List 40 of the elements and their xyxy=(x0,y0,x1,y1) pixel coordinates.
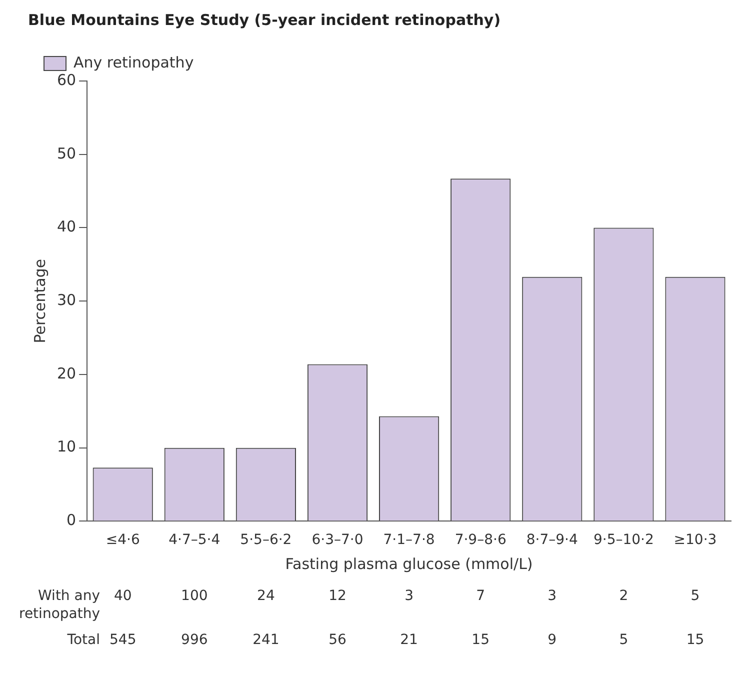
text: 241 xyxy=(252,632,280,648)
y-tick-label: 0 xyxy=(66,511,76,530)
y-tick-label: 30 xyxy=(56,290,76,309)
x-tick-label: ≤4·6 xyxy=(106,532,140,548)
text: 5 xyxy=(690,588,700,604)
y-tick-label: 40 xyxy=(56,218,76,236)
text: 2 xyxy=(619,588,628,604)
text: With any retinopathy xyxy=(19,588,100,622)
x-tick-label: 7·1–7·8 xyxy=(383,532,435,548)
x-axis-title: Fasting plasma glucose (mmol/L) xyxy=(285,554,533,573)
y-tick-label: 20 xyxy=(56,364,76,382)
text: 9 xyxy=(548,632,557,648)
text: 5 xyxy=(619,632,628,648)
x-tick-label: 5·5–6·2 xyxy=(240,532,292,548)
x-tick-label: ≥10·3 xyxy=(674,532,717,548)
chart-title: Blue Mountains Eye Study (5-year incident retinopathy) xyxy=(28,10,501,29)
y-tick-label: 10 xyxy=(56,438,76,456)
text: 15 xyxy=(686,632,704,648)
text: 3 xyxy=(404,588,414,604)
text: 3 xyxy=(548,588,557,604)
text: 15 xyxy=(472,632,490,648)
text: Total xyxy=(66,632,100,648)
text: 996 xyxy=(181,632,208,648)
y-axis-title: Percentage xyxy=(30,258,49,344)
text: 24 xyxy=(257,588,275,604)
text: 12 xyxy=(328,588,346,604)
y-tick-label: 50 xyxy=(56,144,76,162)
text: 545 xyxy=(109,632,136,648)
x-tick-label: 6·3–7·0 xyxy=(312,532,364,548)
y-tick-label: 60 xyxy=(56,70,76,89)
text: 56 xyxy=(328,632,346,648)
text: 40 xyxy=(114,588,132,604)
text: 100 xyxy=(181,588,208,604)
x-tick-label: 7·9–8·6 xyxy=(454,532,506,548)
x-tick-label: 9·5–10·2 xyxy=(593,532,654,548)
legend-label: Any retinopathy xyxy=(74,53,194,72)
text: 7 xyxy=(476,588,486,604)
x-tick-label: 4·7–5·4 xyxy=(168,532,220,548)
text: 21 xyxy=(400,632,418,648)
x-tick-label: 8·7–9·4 xyxy=(526,532,578,548)
